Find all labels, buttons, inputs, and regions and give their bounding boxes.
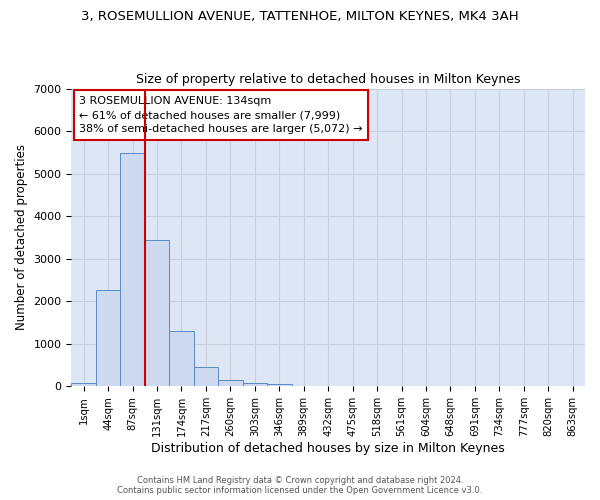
Y-axis label: Number of detached properties: Number of detached properties xyxy=(15,144,28,330)
Text: Contains HM Land Registry data © Crown copyright and database right 2024.
Contai: Contains HM Land Registry data © Crown c… xyxy=(118,476,482,495)
Bar xyxy=(242,382,267,386)
Bar xyxy=(71,383,96,386)
Bar xyxy=(194,367,218,386)
Text: 3, ROSEMULLION AVENUE, TATTENHOE, MILTON KEYNES, MK4 3AH: 3, ROSEMULLION AVENUE, TATTENHOE, MILTON… xyxy=(81,10,519,23)
Title: Size of property relative to detached houses in Milton Keynes: Size of property relative to detached ho… xyxy=(136,73,520,86)
Bar xyxy=(169,330,194,386)
Bar xyxy=(121,153,145,386)
X-axis label: Distribution of detached houses by size in Milton Keynes: Distribution of detached houses by size … xyxy=(151,442,505,455)
Bar xyxy=(267,384,292,386)
Bar xyxy=(145,240,169,386)
Bar xyxy=(96,290,121,386)
Text: 3 ROSEMULLION AVENUE: 134sqm
← 61% of detached houses are smaller (7,999)
38% of: 3 ROSEMULLION AVENUE: 134sqm ← 61% of de… xyxy=(79,96,362,134)
Bar xyxy=(218,380,242,386)
